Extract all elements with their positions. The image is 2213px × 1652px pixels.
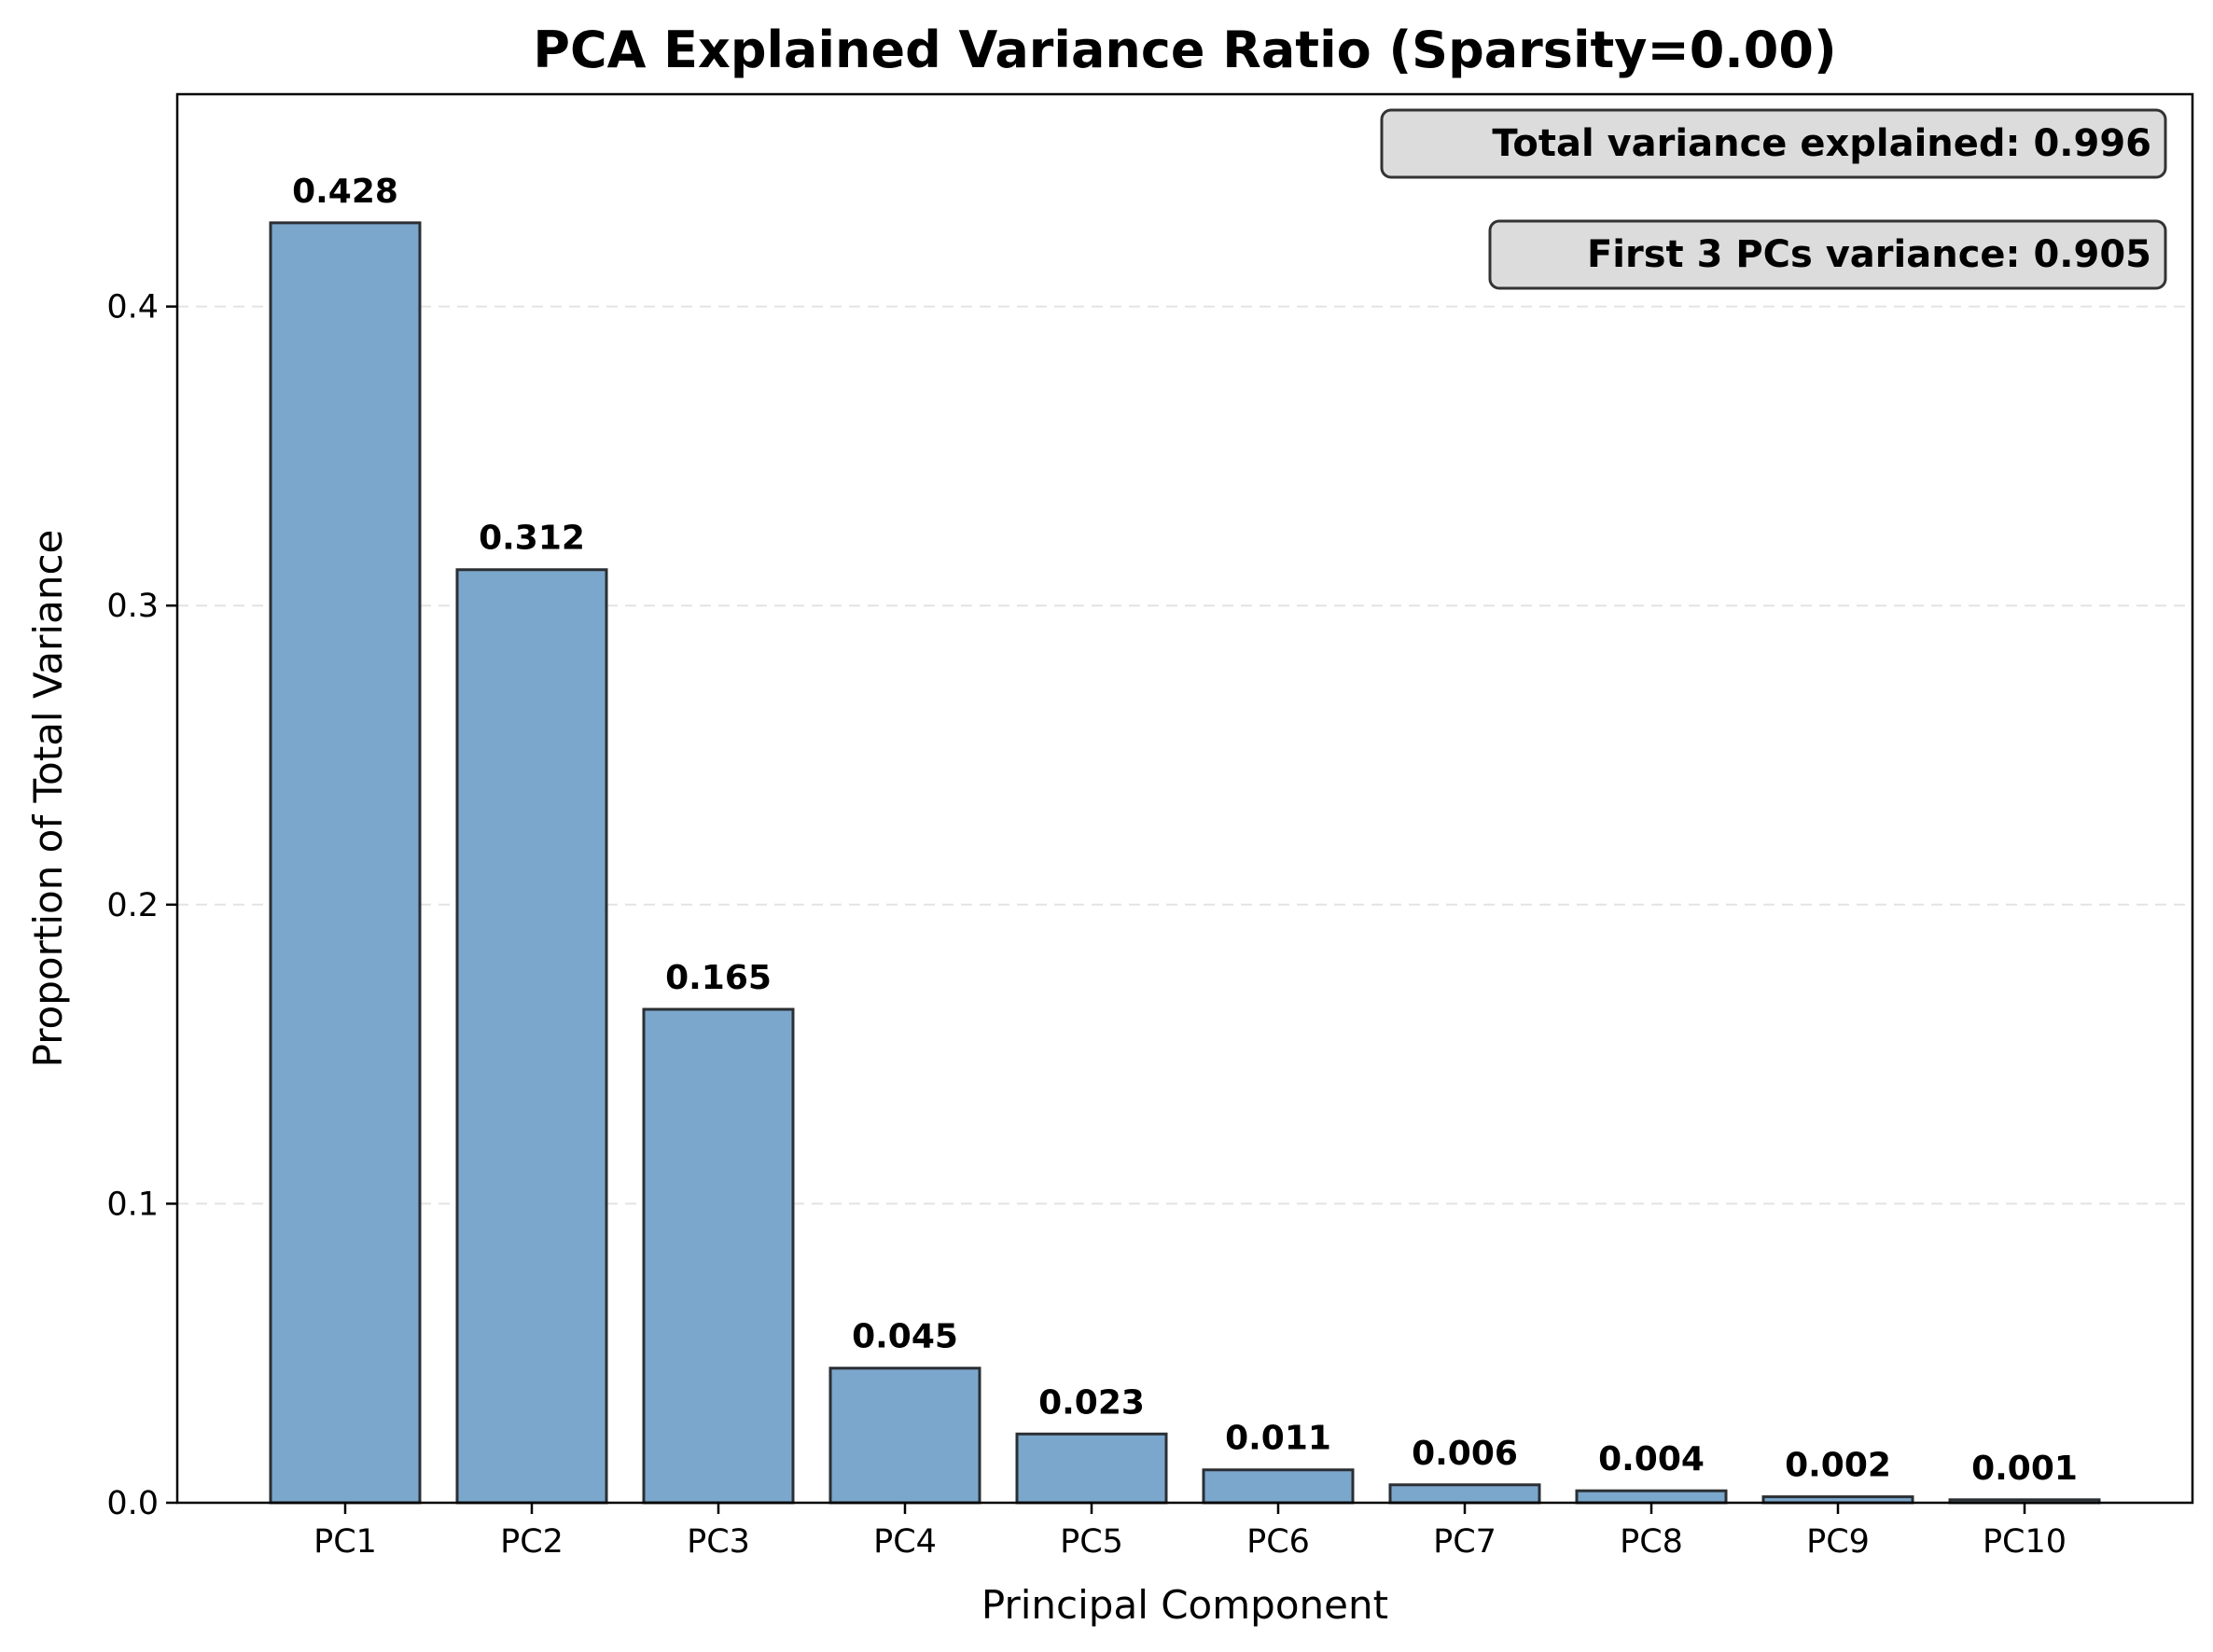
value-label: 0.045	[852, 1318, 958, 1356]
bar-pc2	[455, 568, 608, 1505]
y-tick-label: 0.1	[106, 1186, 159, 1223]
value-label: 0.011	[1225, 1420, 1331, 1458]
value-label: 0.428	[292, 173, 398, 211]
bar-pc3	[642, 1007, 795, 1505]
x-tick-label: PC6	[1246, 1523, 1310, 1561]
y-axis-ticks: 0.0 0.1 0.2 0.3 0.4	[106, 289, 177, 1522]
bar-pc8	[1575, 1489, 1728, 1505]
x-tick-label: PC5	[1060, 1523, 1123, 1561]
value-label: 0.165	[665, 959, 772, 997]
bars	[269, 221, 2101, 1505]
x-tick-label: PC1	[313, 1523, 377, 1561]
x-tick-label: PC3	[687, 1523, 750, 1561]
value-label: 0.023	[1038, 1383, 1145, 1422]
bar-pc7	[1388, 1483, 1541, 1505]
bar-pc4	[828, 1367, 981, 1505]
x-tick-label: PC4	[873, 1523, 937, 1561]
y-tick-label: 0.2	[106, 887, 159, 924]
x-tick-label: PC9	[1806, 1523, 1870, 1561]
plot-frame	[175, 92, 2194, 1505]
chart-title: PCA Explained Variance Ratio (Sparsity=0…	[533, 21, 1836, 79]
x-axis-label: Principal Component	[981, 1582, 1388, 1628]
value-labels: 0.428 0.312 0.165 0.045 0.023 0.011 0.006 0.004…	[292, 173, 2078, 1488]
y-tick-label: 0.3	[106, 588, 159, 625]
annotation-first3-variance-text: First 3 PCs variance: 0.905	[1587, 233, 2151, 276]
annotation-first3-variance: First 3 PCs variance: 0.905	[1488, 219, 2167, 290]
x-axis-ticks: PC1 PC2 PC3 PC4 PC5 PC6 PC7 PC8 PC9 PC10	[313, 1503, 2067, 1561]
x-tick-label: PC10	[1983, 1523, 2067, 1561]
value-label: 0.002	[1785, 1447, 1891, 1485]
value-label: 0.001	[1971, 1450, 2078, 1488]
y-axis-label: Proportion of Total Variance	[25, 530, 71, 1068]
bar-pc5	[1015, 1432, 1168, 1505]
value-label: 0.006	[1412, 1435, 1518, 1473]
y-tick-label: 0.0	[106, 1485, 159, 1522]
y-tick-label: 0.4	[106, 289, 159, 326]
x-tick-label: PC2	[500, 1523, 564, 1561]
bar-pc6	[1202, 1468, 1355, 1505]
x-tick-label: PC8	[1620, 1523, 1683, 1561]
bar-pc1	[269, 221, 422, 1505]
x-tick-label: PC7	[1433, 1523, 1496, 1561]
value-label: 0.004	[1598, 1440, 1705, 1478]
annotation-total-variance: Total variance explained: 0.996	[1380, 108, 2167, 179]
annotation-total-variance-text: Total variance explained: 0.996	[1492, 122, 2151, 165]
value-label: 0.312	[479, 520, 585, 558]
